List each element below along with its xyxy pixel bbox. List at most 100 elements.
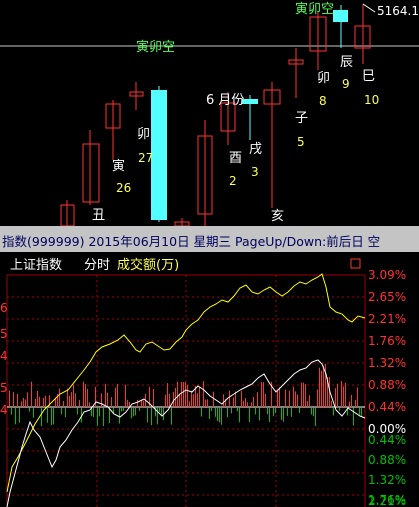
- volume-bar: [213, 391, 214, 407]
- volume-bar: [203, 381, 204, 407]
- volume-bar: [299, 408, 300, 413]
- volume-bar: [95, 386, 96, 407]
- volume-bar: [17, 393, 18, 407]
- volume-bar: [271, 381, 272, 407]
- volume-bar: [313, 408, 314, 417]
- volume-bar: [253, 396, 254, 407]
- volume-bar: [157, 408, 158, 425]
- pct-label-down: 2.21%: [368, 494, 406, 507]
- volume-bar: [345, 382, 346, 407]
- volume-bar: [315, 408, 316, 426]
- volume-bar: [9, 390, 10, 407]
- right-axis: 3.09% 2.65% 2.21% 1.76% 1.32% 0.88% 0.44…: [368, 268, 406, 507]
- volume-bar: [75, 393, 76, 407]
- volume-bar: [261, 382, 262, 407]
- label-mao-left: 卯: [137, 127, 150, 142]
- volume-bar: [87, 388, 88, 407]
- volume-bar: [45, 395, 46, 407]
- pct-label-up: 1.32%: [368, 356, 406, 370]
- volume-bar: [27, 392, 28, 407]
- volume-bar: [227, 408, 228, 418]
- mode-label: 分时: [84, 258, 110, 273]
- volume-bar: [305, 383, 306, 407]
- candle: [354, 4, 371, 64]
- volume-bar: [339, 408, 340, 411]
- volume-bar: [195, 385, 196, 407]
- label-you: 酉: [229, 151, 242, 166]
- volume-bar: [19, 408, 20, 423]
- volume-bar: [301, 382, 302, 407]
- volume-bar: [191, 390, 192, 407]
- volume-bar: [331, 400, 332, 407]
- candle: [105, 100, 121, 160]
- volume-bar: [309, 395, 310, 407]
- price-marker: [362, 3, 376, 13]
- volume-bar: [103, 408, 104, 427]
- volume-bar: [235, 391, 236, 407]
- price-label: 5164.1: [377, 4, 419, 18]
- pct-label-zero: 0.00%: [368, 422, 406, 436]
- volume-bar: [57, 394, 58, 407]
- volume-bar: [53, 408, 54, 425]
- volume-bar: [141, 401, 142, 407]
- pct-label-down: 0.88%: [368, 453, 406, 467]
- volume-bar: [335, 388, 336, 407]
- label-month6: 6 月份: [206, 93, 244, 108]
- label-yin: 寅: [112, 158, 125, 174]
- volume-bar: [211, 408, 212, 412]
- volume-bar: [153, 388, 154, 407]
- volume-bar: [311, 408, 312, 415]
- label-si: 巳: [362, 69, 375, 84]
- volume-bar: [129, 401, 130, 407]
- volume-bar: [347, 408, 348, 416]
- candle: [82, 130, 100, 205]
- volume-bar: [325, 363, 326, 407]
- volume-bar: [181, 382, 182, 407]
- volume-bar: [97, 408, 98, 426]
- volume-bar: [197, 393, 198, 407]
- info-bar: 指数(999999) 2015年06月10日 星期三 PageUp/Down:前…: [0, 226, 419, 252]
- volume-bar: [171, 408, 172, 425]
- volume-bar: [295, 391, 296, 407]
- label-you-num: 2: [229, 174, 237, 188]
- volume-bar: [187, 384, 188, 407]
- kline-chart[interactable]: 5164.1 寅卯空 寅卯空 丑 寅 26 卯 27 亥 6 月份 酉 2 戌 …: [0, 0, 419, 226]
- volume-bar: [267, 408, 268, 415]
- volume-bar: [223, 394, 224, 407]
- volume-bar: [91, 408, 92, 417]
- pct-label-down: 0.44%: [368, 433, 406, 447]
- volume-bar: [199, 387, 200, 407]
- label-mao-right: 卯: [317, 71, 330, 86]
- label-top-yin-mao-kong: 寅卯空: [295, 1, 334, 17]
- volume-bar: [287, 408, 288, 416]
- volume-bar: [123, 408, 124, 412]
- volume-bar: [293, 386, 294, 407]
- volume-bar: [275, 408, 276, 414]
- volume-bar: [41, 408, 42, 426]
- volume-bar: [317, 389, 318, 407]
- settings-box[interactable]: [350, 258, 361, 269]
- volume-bar: [231, 408, 232, 414]
- index-name: 上证指数: [10, 258, 62, 273]
- label-chou: 丑: [92, 208, 105, 223]
- candle: [220, 92, 236, 145]
- left-fragment: 5: [0, 327, 8, 341]
- volume-bar: [173, 392, 174, 407]
- volume-bar: [263, 382, 264, 407]
- volume-bar: [117, 383, 118, 407]
- left-fragment: 4: [0, 349, 8, 363]
- volume-bar: [125, 384, 126, 407]
- pct-label-down: 1.76%: [368, 493, 406, 507]
- volume-bar: [257, 392, 258, 407]
- volume-bar: [43, 397, 44, 407]
- volume-label: 成交额(万): [117, 257, 179, 273]
- candle: [309, 12, 327, 70]
- volume-bar: [289, 390, 290, 407]
- volume-bar: [251, 402, 252, 407]
- volume-bar: [283, 408, 284, 422]
- pct-label-up: 2.65%: [368, 290, 406, 304]
- volume-bar: [333, 408, 334, 416]
- intraday-chart[interactable]: 上证指数 分时 成交额(万) 3.09% 2.65% 2.21% 1.76% 1…: [0, 252, 419, 507]
- candle: [174, 218, 190, 226]
- candle: [288, 48, 304, 98]
